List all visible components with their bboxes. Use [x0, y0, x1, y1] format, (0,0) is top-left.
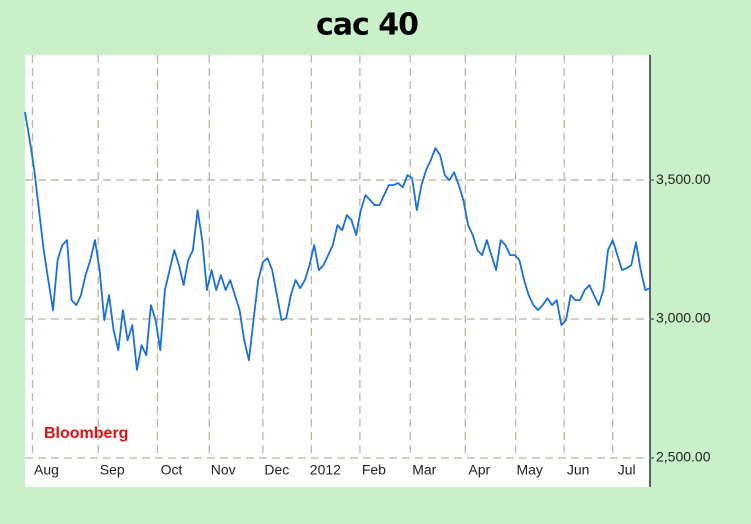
x-tick-label: Dec	[264, 462, 289, 478]
x-tick-label: May	[516, 462, 542, 478]
x-tick-label: Feb	[362, 462, 386, 478]
x-tick-label: Sep	[100, 462, 125, 478]
plot-area	[25, 55, 650, 487]
y-tick-label: 2,500.00	[656, 449, 711, 465]
y-tick-label: 3,500.00	[656, 171, 711, 187]
x-tick-label: Apr	[468, 462, 490, 478]
x-tick-label: 2012	[310, 462, 341, 478]
x-tick-label: Nov	[211, 462, 236, 478]
y-tick-label: 3,000.00	[656, 310, 711, 326]
x-tick-label: Jun	[567, 462, 590, 478]
x-tick-label: Aug	[34, 462, 59, 478]
chart-title: cac 40	[316, 8, 418, 43]
price-line	[24, 111, 651, 371]
x-tick-label: Jul	[618, 462, 636, 478]
x-tick-label: Oct	[161, 462, 183, 478]
x-tick-label: Mar	[412, 462, 436, 478]
source-label: Bloomberg	[44, 425, 128, 442]
